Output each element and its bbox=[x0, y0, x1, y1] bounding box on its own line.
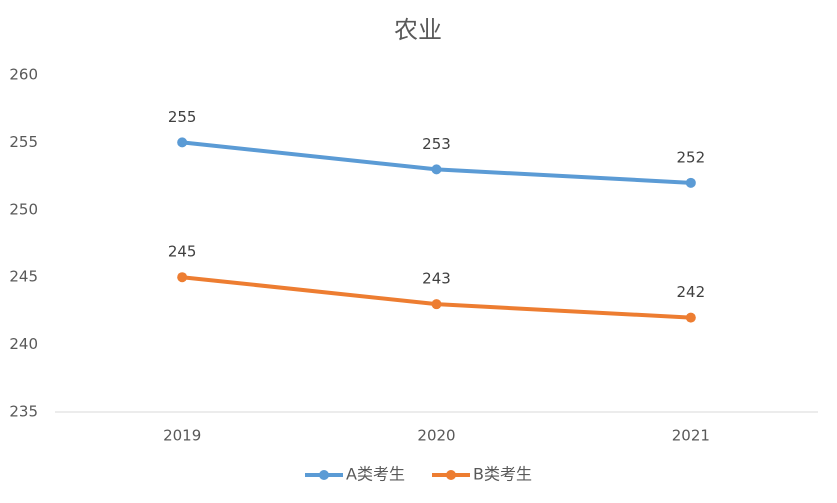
y-tick-label: 255 bbox=[9, 133, 38, 151]
y-tick-label: 245 bbox=[9, 268, 38, 286]
data-label: 255 bbox=[168, 108, 197, 126]
legend-label: A类考生 bbox=[346, 465, 405, 484]
data-label: 252 bbox=[677, 148, 706, 166]
data-label: 242 bbox=[677, 283, 706, 301]
y-tick-label: 235 bbox=[9, 403, 38, 421]
data-label: 253 bbox=[422, 135, 451, 153]
x-tick-label: 2021 bbox=[672, 427, 710, 445]
data-label: 245 bbox=[168, 243, 197, 261]
y-tick-label: 250 bbox=[9, 200, 38, 218]
x-tick-label: 2019 bbox=[163, 427, 201, 445]
data-point bbox=[685, 177, 696, 188]
chart-title: 农业 bbox=[394, 16, 442, 44]
data-point bbox=[177, 137, 188, 148]
x-tick-label: 2020 bbox=[417, 427, 455, 445]
legend-label: B类考生 bbox=[473, 465, 532, 484]
data-point bbox=[685, 312, 696, 323]
data-point bbox=[177, 272, 188, 283]
data-point bbox=[431, 299, 442, 310]
y-tick-label: 240 bbox=[9, 335, 38, 353]
data-label: 243 bbox=[422, 270, 451, 288]
y-tick-label: 260 bbox=[9, 66, 38, 84]
legend-marker bbox=[446, 470, 456, 480]
data-point bbox=[431, 164, 442, 175]
legend-marker bbox=[319, 470, 329, 480]
